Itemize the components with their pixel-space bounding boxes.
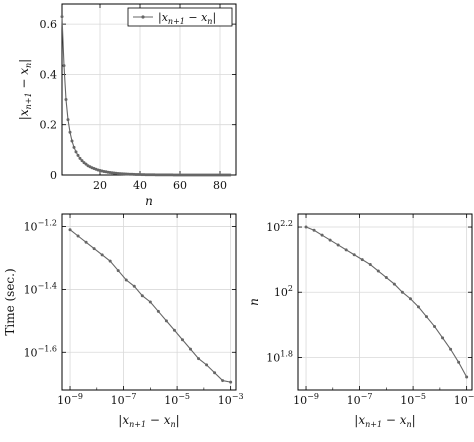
legend-marker — [141, 15, 145, 19]
data-point — [76, 153, 80, 157]
data-point — [433, 324, 437, 328]
data-point — [62, 64, 66, 68]
data-point — [92, 247, 96, 251]
y-axis-label: |xn+1 − xn| — [17, 59, 33, 120]
legend-box — [127, 7, 233, 27]
x-tick-label: 40 — [133, 179, 147, 192]
y-tick-label: 102 — [274, 284, 293, 299]
data-point — [320, 233, 324, 237]
data-point — [424, 315, 428, 319]
series-line — [305, 226, 468, 378]
y-tick-label: 10−1.4 — [24, 281, 57, 296]
data-point — [344, 248, 348, 252]
chart-3: 10−9 10−7 10−5 10−3 102.2 102 101.8 |xn+1 − xn|… — [247, 213, 474, 429]
x-axis-label: |xn+1 − xn| — [354, 413, 415, 429]
data-point — [441, 336, 445, 340]
data-point — [392, 282, 396, 286]
x-tick-label: 20 — [93, 179, 107, 192]
series-line — [61, 16, 230, 176]
data-point — [74, 150, 78, 154]
data-point — [148, 300, 152, 304]
data-point — [64, 98, 68, 102]
data-point — [80, 159, 84, 163]
data-point — [352, 253, 356, 257]
y-tick-label: 0.2 — [40, 119, 58, 132]
data-point — [172, 328, 176, 332]
x-tick-label: 10−3 — [218, 392, 244, 407]
y-tick-label: 102.2 — [266, 219, 293, 234]
data-point — [197, 357, 201, 361]
y-axis-label: n — [247, 298, 261, 306]
data-point — [140, 294, 144, 298]
data-point — [229, 380, 233, 384]
y-tick-label: 0 — [50, 169, 57, 182]
x-axis-label: |xn+1 − xn| — [118, 413, 179, 429]
plot-frame — [61, 3, 237, 176]
y-tick-label: 10−1.6 — [24, 344, 57, 359]
x-tick-label: 80 — [213, 179, 227, 192]
y-axis-label: Time (sec.) — [3, 268, 17, 335]
data-point — [328, 238, 332, 242]
data-point — [108, 259, 112, 263]
data-point — [384, 276, 388, 280]
plot-frame — [297, 213, 473, 391]
data-point — [132, 284, 136, 288]
x-tick-label: 10−5 — [164, 392, 190, 407]
data-point — [84, 240, 88, 244]
x-tick-label: 10−3 — [454, 392, 474, 407]
data-point — [304, 225, 308, 229]
data-point — [60, 15, 64, 19]
x-tick-label: 10−9 — [57, 392, 83, 407]
data-point — [336, 243, 340, 247]
data-point — [78, 156, 82, 160]
data-point — [124, 278, 128, 282]
data-point — [100, 253, 104, 257]
data-point — [376, 269, 380, 273]
series-line — [69, 229, 231, 383]
x-tick-label: 10−5 — [400, 392, 426, 407]
chart-2: 10−9 10−7 10−5 10−3 10−1.2 10−1.4 10−1.6 |xn+1 … — [3, 213, 244, 429]
y-tick-label: 0.6 — [40, 18, 58, 31]
chart-1: 20 40 60 80 0 0.2 0.4 0.6 n |xn+1 − xn| |xn+1 − xn… — [17, 3, 237, 208]
data-point — [408, 297, 412, 301]
data-point — [457, 360, 461, 364]
data-point — [360, 258, 364, 262]
y-tick-label: 101.8 — [266, 349, 293, 364]
data-point — [221, 379, 225, 383]
data-point — [228, 173, 232, 177]
y-tick-label: 0.4 — [40, 68, 58, 81]
data-point — [368, 263, 372, 267]
x-tick-label: 10−7 — [347, 392, 373, 407]
x-tick-label: 10−7 — [111, 392, 137, 407]
data-point — [465, 375, 469, 379]
data-point — [68, 228, 72, 232]
data-point — [164, 319, 168, 323]
x-tick-label: 10−9 — [293, 392, 319, 407]
data-point — [416, 305, 420, 309]
data-point — [188, 347, 192, 351]
data-point — [449, 347, 453, 351]
data-point — [213, 371, 217, 375]
legend: |xn+1 − xn| — [127, 7, 233, 27]
data-point — [180, 338, 184, 342]
legend-label: |xn+1 − xn| — [158, 11, 216, 26]
data-point — [68, 130, 72, 134]
data-point — [72, 145, 76, 149]
data-point — [70, 139, 74, 143]
data-point — [66, 118, 70, 122]
data-point — [76, 234, 80, 238]
data-point — [156, 309, 160, 313]
data-point — [116, 269, 120, 273]
y-tick-label: 10−1.2 — [24, 219, 57, 234]
x-axis-label: n — [145, 194, 153, 208]
x-tick-label: 60 — [173, 179, 187, 192]
data-point — [400, 290, 404, 294]
data-point — [205, 363, 209, 367]
data-point — [312, 228, 316, 232]
plot-frame — [61, 213, 237, 391]
